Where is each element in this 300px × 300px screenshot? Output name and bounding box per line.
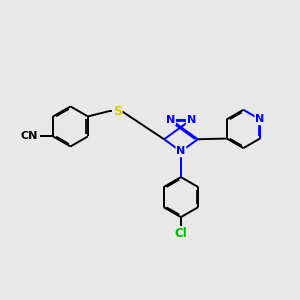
Text: N: N — [255, 114, 265, 124]
Text: S: S — [113, 105, 122, 118]
Text: N: N — [187, 115, 196, 124]
Text: N: N — [166, 115, 175, 124]
Text: CN: CN — [20, 131, 38, 142]
Text: N: N — [176, 146, 185, 157]
Text: Cl: Cl — [175, 227, 187, 240]
